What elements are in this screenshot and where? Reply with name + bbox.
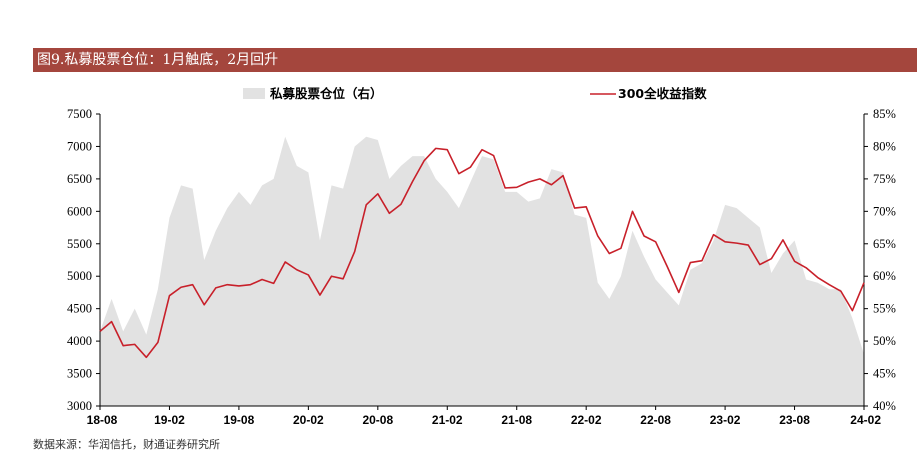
x-tick-label: 18-08 <box>87 413 118 427</box>
x-tick-label: 24-02 <box>850 413 881 427</box>
left-tick-label: 4500 <box>67 302 92 316</box>
right-tick-label: 40% <box>873 399 896 413</box>
left-tick-label: 7000 <box>67 139 92 153</box>
right-tick-label: 50% <box>873 334 896 348</box>
axis-layer: 3000 3500 4000 4500 5000 5500 6000 6500 7000 7500… <box>67 107 896 427</box>
x-tick-label: 20-08 <box>362 413 393 427</box>
left-tick-label: 5000 <box>67 269 92 283</box>
x-tick-label: 19-02 <box>154 413 185 427</box>
legend-swatch-area <box>243 88 265 99</box>
left-tick-label: 3000 <box>67 399 92 413</box>
x-tick-label: 22-02 <box>571 413 602 427</box>
source-note: 数据来源：华润信托，财通证券研究所 <box>33 438 220 451</box>
right-tick-label: 45% <box>873 367 896 381</box>
left-tick-label: 3500 <box>67 367 92 381</box>
x-tick-label: 21-02 <box>432 413 463 427</box>
left-tick-label: 6000 <box>67 204 92 218</box>
left-tick-label: 6500 <box>67 172 92 186</box>
area-layer <box>100 136 864 406</box>
right-tick-label: 80% <box>873 139 896 153</box>
left-tick-label: 4000 <box>67 334 92 348</box>
legend-label-area: 私募股票仓位（右） <box>269 86 383 101</box>
legend-label-line: 300全收益指数 <box>618 86 707 101</box>
figure-title: 图9.私募股票仓位：1月触底，2月回升 <box>33 48 917 72</box>
x-tick-label: 19-08 <box>224 413 255 427</box>
right-tick-label: 75% <box>873 172 896 186</box>
right-tick-label: 85% <box>873 107 896 121</box>
x-tick-label: 20-02 <box>293 413 324 427</box>
x-tick-label: 21-08 <box>501 413 532 427</box>
right-tick-label: 70% <box>873 204 896 218</box>
left-tick-label: 7500 <box>67 107 92 121</box>
area-series-position <box>100 136 864 406</box>
x-tick-label: 23-08 <box>779 413 810 427</box>
line-layer <box>99 147 865 359</box>
right-tick-label: 55% <box>873 302 896 316</box>
x-tick-label: 23-02 <box>710 413 741 427</box>
x-tick-label: 22-08 <box>640 413 671 427</box>
right-tick-label: 65% <box>873 237 896 251</box>
right-tick-label: 60% <box>873 269 896 283</box>
left-tick-label: 5500 <box>67 237 92 251</box>
line-series-index <box>99 147 865 359</box>
legend: 私募股票仓位（右） 300全收益指数 <box>243 86 707 101</box>
